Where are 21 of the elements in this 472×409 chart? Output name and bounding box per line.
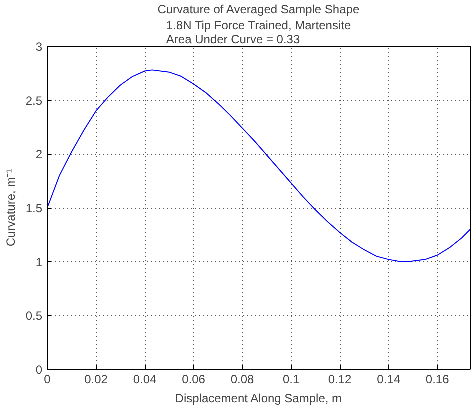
x-tick-label: 0.02 — [84, 372, 108, 386]
y-tick-label: 0 — [36, 363, 43, 377]
chart-title: Curvature of Averaged Sample Shape — [158, 2, 360, 16]
chart-subtitle: 1.8N Tip Force Trained, Martensite Area Under Curve = 0.33 — [166, 18, 352, 46]
y-tick-label: 0.5 — [26, 309, 43, 324]
y-axis-title: Curvature, m⁻¹ — [4, 169, 18, 247]
y-tick-label: 2 — [36, 148, 43, 162]
line-series — [48, 70, 470, 262]
x-axis-title: Displacement Along Sample, m — [175, 392, 342, 406]
x-tick-label: 0.06 — [182, 372, 206, 386]
x-tick-label: 0.04 — [133, 372, 158, 386]
y-tick-label: 2.5 — [26, 94, 43, 108]
x-tick-label: 0.08 — [230, 372, 255, 386]
x-tick-label: 0.16 — [426, 372, 450, 386]
x-tick-label: 0.1 — [282, 372, 300, 386]
y-tick-label: 1 — [36, 255, 43, 270]
y-tick-label: 1.5 — [26, 202, 43, 216]
x-tick-label: 0.14 — [377, 372, 401, 386]
x-tick-label: 0 — [44, 372, 52, 386]
y-tick-label: 3 — [36, 40, 43, 54]
x-tick-label: 0.12 — [328, 372, 352, 386]
